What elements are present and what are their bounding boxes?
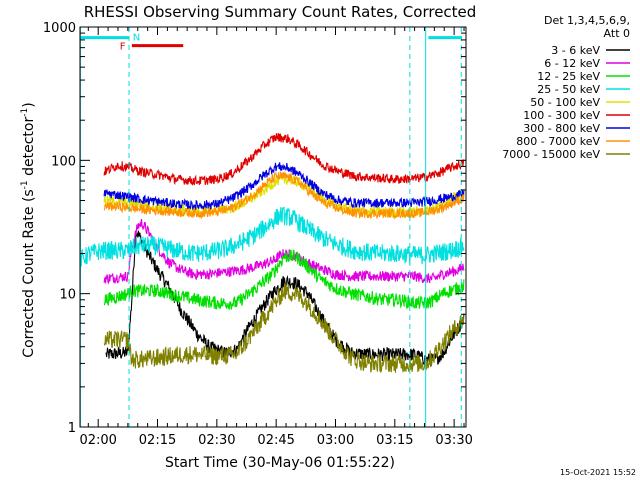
series-line-2 [103,249,465,310]
legend-label-2: 12 - 25 keV [537,70,600,83]
x-tick-label-0: 02:00 [79,433,116,448]
x-axis-label: Start Time (30-May-06 01:55:22) [165,455,395,471]
x-tick-label-2: 02:30 [198,433,235,448]
x-tick-label-1: 02:15 [139,433,176,448]
y-tick-label-2: 100 [51,154,76,169]
f-flag-label: F [120,42,126,53]
plot-frame [79,26,467,428]
legend-label-4: 50 - 100 keV [530,96,600,109]
x-tick-label-5: 03:15 [376,433,413,448]
series-line-0 [105,230,465,367]
n-flag-label: N [133,33,140,44]
series-line-3 [80,206,465,267]
y-axis-label: Corrected Count Rate (s-1 detector-1) [20,102,37,357]
chart-title: RHESSI Observing Summary Count Rates, Co… [84,3,477,21]
series-line-8 [103,282,465,373]
x-tick-label-4: 03:00 [317,433,354,448]
series-layer [80,132,465,373]
x-tick-label-6: 03:30 [435,433,472,448]
series-line-6 [103,162,465,211]
axis-layer: 1 10 100 1000 02:00 02:15 02:30 02:45 03:00 03:15… [43,21,473,448]
legend-header-1: Det 1,3,4,5,6,9, [544,14,630,27]
legend-label-0: 3 - 6 keV [551,44,600,57]
legend-header-2: Att 0 [604,27,630,40]
legend-label-5: 100 - 300 keV [523,109,600,122]
y-tick-label-1: 10 [59,288,76,303]
legend-label-8: 7000 - 15000 keV [502,148,600,161]
y-tick-label-3: 1000 [43,21,76,36]
y-axis-label-suffix: ) [21,102,37,107]
legend-label-6: 300 - 800 keV [523,122,600,135]
legend-label-3: 25 - 50 keV [537,83,600,96]
y-axis-label-prefix: Corrected Count Rate (s [21,189,37,357]
series-line-7 [104,170,465,220]
y-tick-label-0: 1 [68,421,76,436]
y-axis-label-mid: detector [21,117,37,181]
timestamp: 15-Oct-2021 15:52 [560,468,636,477]
series-line-5 [103,132,465,186]
legend-label-7: 800 - 7000 keV [516,135,600,148]
y-axis-label-exp2: -1 [20,108,30,117]
y-axis-label-exp1: -1 [20,180,30,189]
legend-label-1: 6 - 12 keV [544,57,600,70]
x-tick-label-3: 02:45 [257,433,294,448]
